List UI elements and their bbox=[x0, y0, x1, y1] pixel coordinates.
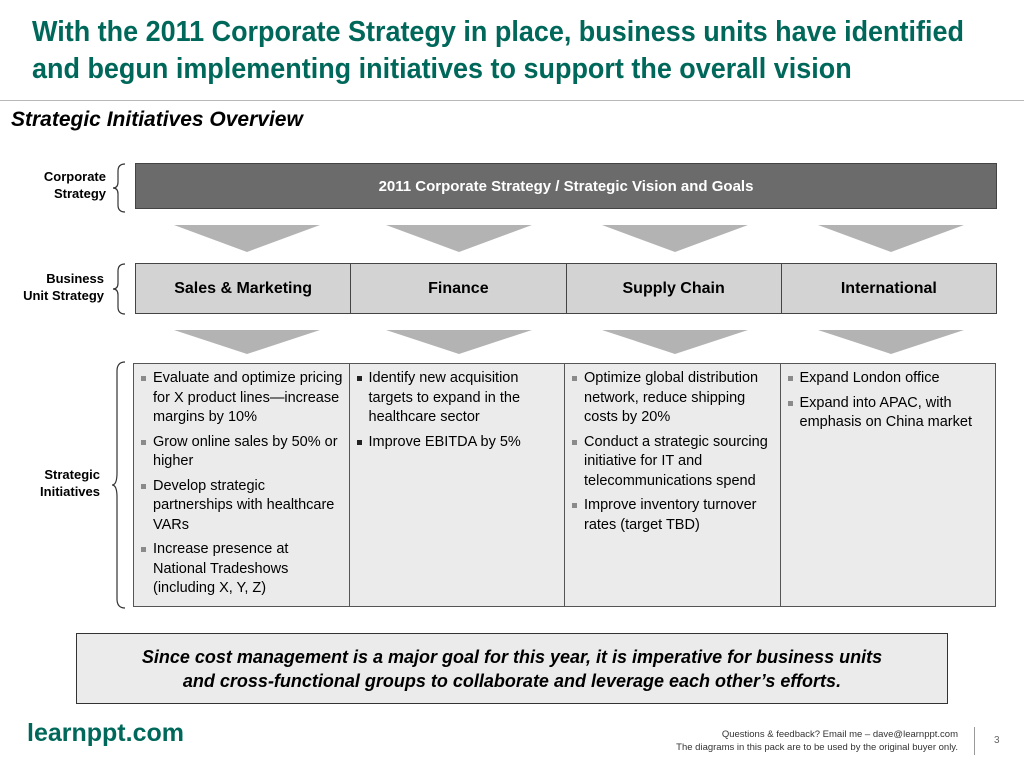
list-item: Develop strategic partnerships with heal… bbox=[140, 477, 343, 536]
footer-divider bbox=[974, 727, 975, 755]
list-item: Evaluate and optimize pricing for X prod… bbox=[140, 369, 343, 428]
footer-feedback-line: Questions & feedback? Email me – dave@le… bbox=[721, 729, 958, 740]
down-arrow-icon bbox=[174, 330, 320, 354]
initiatives-supply-chain: Optimize global distribution network, re… bbox=[565, 364, 781, 606]
bullet-icon bbox=[572, 376, 577, 381]
callout-line-1: Since cost management is a major goal fo… bbox=[141, 646, 883, 667]
page-title-line-1: With the 2011 Corporate Strategy in plac… bbox=[32, 16, 964, 48]
page-title-line-2: and begun implementing initiatives to su… bbox=[32, 53, 852, 85]
list-item: Improve EBITDA by 5% bbox=[356, 433, 559, 453]
bullet-icon bbox=[356, 376, 362, 381]
callout-line-2: and cross-functional groups to collabora… bbox=[182, 670, 842, 691]
corporate-strategy-box: 2011 Corporate Strategy / Strategic Visi… bbox=[135, 163, 997, 209]
down-arrow-icon bbox=[174, 225, 320, 252]
down-arrow-icon bbox=[602, 330, 748, 354]
section-subtitle: Strategic Initiatives Overview bbox=[11, 108, 303, 131]
down-arrow-icon bbox=[602, 225, 748, 252]
bullet-icon bbox=[787, 376, 793, 381]
key-message-callout: Since cost management is a major goal fo… bbox=[76, 633, 948, 704]
business-unit-row: Sales & Marketing Finance Supply Chain I… bbox=[135, 263, 997, 314]
initiatives-sales-marketing: Evaluate and optimize pricing for X prod… bbox=[134, 364, 350, 606]
bullet-icon bbox=[141, 483, 146, 489]
bullet-icon bbox=[572, 439, 577, 445]
down-arrow-icon bbox=[386, 225, 532, 252]
brace-initiatives bbox=[111, 361, 126, 609]
bullet-icon bbox=[141, 376, 146, 381]
list-item: Grow online sales by 50% or higher bbox=[140, 433, 343, 472]
bullet-icon bbox=[356, 439, 362, 445]
down-arrow-icon bbox=[818, 330, 964, 354]
initiatives-international: Expand London office Expand into APAC, w… bbox=[781, 364, 996, 606]
list-item: Conduct a strategic sourcing initiative … bbox=[571, 433, 774, 492]
initiatives-row: Evaluate and optimize pricing for X prod… bbox=[133, 363, 996, 607]
brace-corporate bbox=[112, 163, 126, 213]
page-number: 3 bbox=[994, 735, 1000, 746]
list-item: Increase presence at National Tradeshows… bbox=[140, 540, 343, 599]
list-item: Identify new acquisition targets to expa… bbox=[356, 369, 559, 428]
footer-usage-line: The diagrams in this pack are to be used… bbox=[676, 742, 958, 753]
title-divider bbox=[0, 100, 1024, 101]
row-label-corporate-strategy: Corporate Strategy bbox=[43, 169, 106, 201]
bullet-icon bbox=[141, 547, 146, 552]
down-arrow-icon bbox=[386, 330, 532, 354]
row-label-business-unit-strategy: Business Unit Strategy bbox=[23, 271, 104, 303]
business-unit-international: International bbox=[840, 279, 937, 297]
bullet-icon bbox=[572, 503, 577, 508]
bullet-icon bbox=[141, 439, 146, 445]
list-item: Optimize global distribution network, re… bbox=[571, 369, 774, 428]
list-item: Improve inventory turnover rates (target… bbox=[571, 496, 774, 535]
business-unit-finance: Finance bbox=[351, 264, 567, 313]
row-label-strategic-initiatives: Strategic Initiatives bbox=[40, 467, 100, 499]
footer-note: Questions & feedback? Email me – dave@le… bbox=[560, 728, 958, 754]
brand-logo: learnppt.com bbox=[27, 719, 184, 747]
business-unit-sales-marketing: Sales & Marketing bbox=[136, 264, 352, 313]
bullet-icon bbox=[787, 400, 793, 406]
initiatives-finance: Identify new acquisition targets to expa… bbox=[350, 364, 565, 606]
brace-business-unit bbox=[112, 263, 126, 315]
page-title: With the 2011 Corporate Strategy in plac… bbox=[32, 14, 964, 88]
list-item: Expand into APAC, with emphasis on China… bbox=[787, 394, 990, 433]
business-unit-supply-chain: Supply Chain bbox=[567, 264, 782, 313]
down-arrow-icon bbox=[818, 225, 964, 252]
list-item: Expand London office bbox=[787, 369, 990, 389]
